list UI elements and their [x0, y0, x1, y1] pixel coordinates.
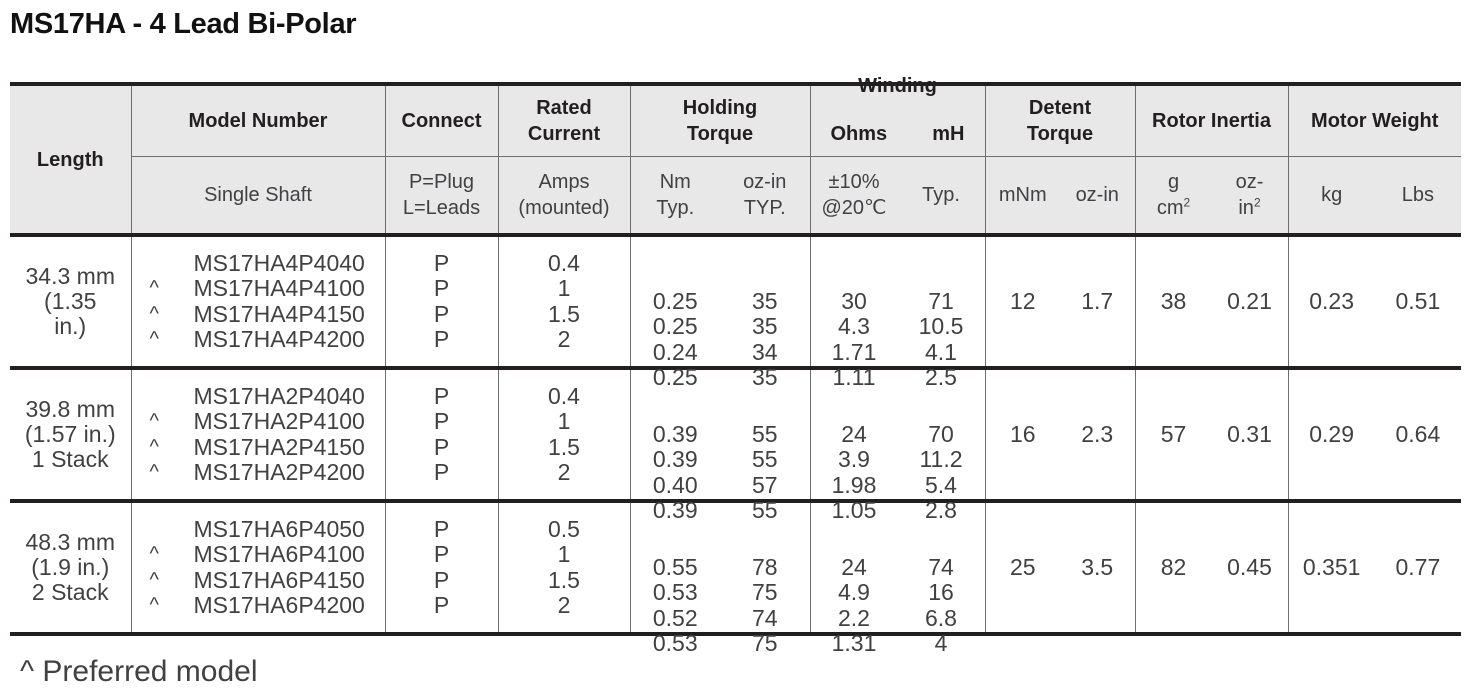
current-cell: 0.5 1 1.5 2: [497, 501, 631, 636]
model-row: ^ MS17HA6P4150: [132, 566, 385, 594]
model-row: ^ MS17HA2P4150: [132, 433, 385, 461]
holding-torque-cell: 0.55 0.53 0.52 0.53 78 75 74 75: [629, 501, 811, 656]
detent-torque-cell: 25 3.5: [984, 501, 1136, 636]
header-motor-weight: Motor Weight: [1287, 83, 1461, 157]
spec-table: Length Model Number Connect Rated Current…: [10, 75, 1461, 656]
length-cell: 39.8 mm (1.57 in.) 1 Stack: [10, 368, 132, 503]
header-holding-torque: Holding Torque: [629, 83, 811, 157]
model-row: ^ MS17HA6P4200: [132, 592, 385, 619]
preferred-marker: ^: [149, 410, 159, 432]
current-cell: 0.4 1 1.5 2: [497, 368, 631, 503]
detent-torque-cell: 12 1.7: [984, 235, 1136, 370]
subheader-torque: Nm Typ. oz-in TYP.: [629, 156, 811, 237]
preferred-marker: ^: [149, 594, 159, 616]
model-number: MS17HA4P4040: [193, 249, 365, 276]
page-title: MS17HA - 4 Lead Bi-Polar: [10, 8, 357, 40]
model-row: ^ MS17HA6P4100: [132, 541, 385, 568]
rotor-inertia-cell: 82 0.45: [1134, 501, 1289, 636]
subheader-single-shaft: Single Shaft: [131, 156, 386, 237]
model-number: MS17HA6P4150: [193, 566, 365, 593]
winding-cell: 30 4.3 1.71 1.11 71 10.5 4.1 2.5: [809, 235, 986, 390]
model-number: MS17HA2P4100: [193, 408, 365, 434]
holding-torque-cell: 0.39 0.39 0.40 0.39 55 55 57 55: [629, 368, 811, 523]
rotor-inertia-cell: 57 0.31: [1134, 368, 1289, 503]
preferred-marker: ^: [149, 302, 159, 325]
model-number: MS17HA4P4100: [193, 275, 365, 301]
preferred-marker: ^: [149, 277, 159, 299]
model-row: ^ MS17HA2P4100: [132, 408, 385, 435]
model-number: MS17HA6P4100: [193, 541, 365, 567]
model-cell: MS17HA4P4040 ^ MS17HA4P4100 ^ MS17HA4P4150 ^ M…: [130, 235, 386, 370]
detent-torque-cell: 16 2.3: [984, 368, 1136, 503]
table-row-group: 48.3 mm (1.9 in.) 2 Stack MS17HA6P4050 ^ MS17…: [10, 501, 1461, 656]
preferred-marker: [150, 517, 194, 543]
preferred-marker: ^: [149, 461, 159, 483]
model-cell: MS17HA2P4040 ^ MS17HA2P4100 ^ MS17HA2P4150 ^ M…: [130, 368, 386, 503]
subheader-current: Amps (mounted): [497, 156, 631, 237]
header-length: Length: [10, 83, 132, 237]
winding-cell: 24 3.9 1.98 1.05 70 11.2 5.4 2.8: [809, 368, 986, 523]
footnote: ^ Preferred model: [20, 655, 258, 688]
subheader-inertia: g cm2 oz-in2: [1134, 156, 1289, 237]
model-cell: MS17HA6P4050 ^ MS17HA6P4100 ^ MS17HA6P4150 ^ M…: [130, 501, 386, 636]
header-rated-current: Rated Current: [497, 83, 631, 157]
length-cell: 48.3 mm (1.9 in.) 2 Stack: [10, 501, 132, 636]
model-row: ^ MS17HA4P4100: [132, 275, 385, 302]
motor-weight-cell: 0.29 0.64: [1287, 368, 1461, 503]
length-cell: 34.3 mm (1.35 in.): [10, 235, 132, 370]
model-row: ^ MS17HA4P4200: [132, 326, 385, 353]
subheader-detent: mNm oz-in: [984, 156, 1136, 237]
model-number: MS17HA2P4150: [193, 433, 365, 460]
model-number: MS17HA6P4200: [193, 592, 365, 618]
holding-torque-cell: 0.25 0.25 0.24 0.25 35 35 34 35: [629, 235, 811, 390]
subheader-winding: ±10% @20℃ Typ.: [809, 156, 986, 237]
model-row: ^ MS17HA4P4150: [132, 300, 385, 328]
winding-cell: 24 4.9 2.2 1.31 74 16 6.8 4: [809, 501, 986, 656]
model-number: MS17HA6P4050: [193, 515, 365, 542]
preferred-marker: [150, 251, 194, 277]
preferred-marker: ^: [149, 435, 159, 458]
table-row-group: 39.8 mm (1.57 in.) 1 Stack MS17HA2P4040 ^ MS1…: [10, 368, 1461, 523]
preferred-marker: ^: [149, 328, 159, 350]
header-winding: Winding Ohms mH: [809, 75, 986, 157]
subheader-weight: kg Lbs: [1287, 156, 1461, 237]
preferred-marker: [150, 384, 194, 410]
model-number: MS17HA2P4200: [193, 459, 365, 485]
preferred-marker: ^: [149, 568, 159, 591]
table-row-group: 34.3 mm (1.35 in.) MS17HA4P4040 ^ MS17HA4P410…: [10, 235, 1461, 390]
header-detent-torque: Detent Torque: [984, 83, 1136, 157]
header-model-number: Model Number: [130, 83, 386, 157]
preferred-marker: ^: [149, 543, 159, 565]
header-rotor-inertia: Rotor Inertia: [1134, 83, 1289, 157]
current-cell: 0.4 1 1.5 2: [497, 235, 631, 370]
model-row: MS17HA6P4050: [132, 515, 385, 543]
motor-weight-cell: 0.23 0.51: [1287, 235, 1461, 370]
motor-weight-cell: 0.351 0.77: [1287, 501, 1461, 636]
model-row: MS17HA2P4040: [132, 382, 385, 410]
header-connect: Connect: [384, 83, 499, 157]
model-number: MS17HA4P4200: [193, 326, 365, 352]
model-number: MS17HA2P4040: [193, 382, 365, 409]
subheader-connect: P=Plug L=Leads: [384, 156, 499, 237]
model-row: MS17HA4P4040: [132, 249, 385, 277]
model-row: ^ MS17HA2P4200: [132, 459, 385, 486]
model-number: MS17HA4P4150: [193, 300, 365, 327]
rotor-inertia-cell: 38 0.21: [1134, 235, 1289, 370]
